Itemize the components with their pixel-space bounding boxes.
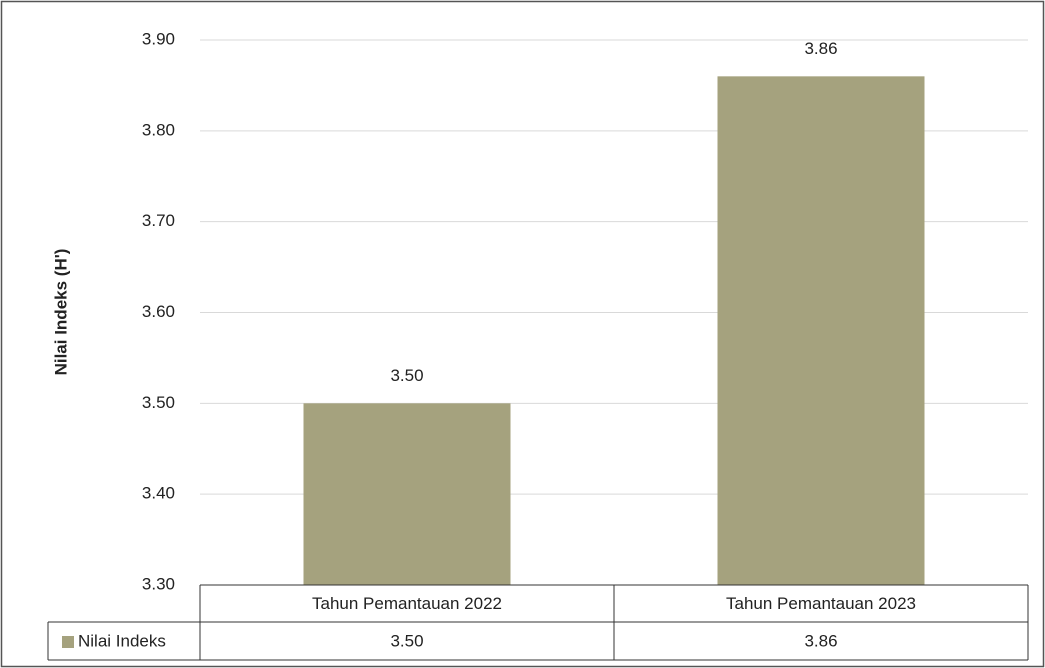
y-tick-label: 3.80 [142, 120, 175, 139]
bar [303, 403, 511, 585]
table-value: 3.86 [804, 631, 837, 650]
y-tick-label: 3.70 [142, 211, 175, 230]
table-value: 3.50 [390, 631, 423, 650]
bar [717, 76, 925, 585]
y-tick-label: 3.40 [142, 484, 175, 503]
y-tick-label: 3.60 [142, 302, 175, 321]
x-tick-label: Tahun Pemantauan 2022 [312, 594, 502, 613]
y-tick-label: 3.30 [142, 574, 175, 593]
data-label: 3.50 [390, 366, 423, 385]
legend-label: Nilai Indeks [78, 631, 166, 650]
y-tick-label: 3.90 [142, 29, 175, 48]
y-axis-label: Nilai Indeks (H') [51, 249, 70, 376]
data-label: 3.86 [804, 39, 837, 58]
x-tick-label: Tahun Pemantauan 2023 [726, 594, 916, 613]
y-tick-label: 3.50 [142, 393, 175, 412]
legend-key [62, 636, 74, 648]
